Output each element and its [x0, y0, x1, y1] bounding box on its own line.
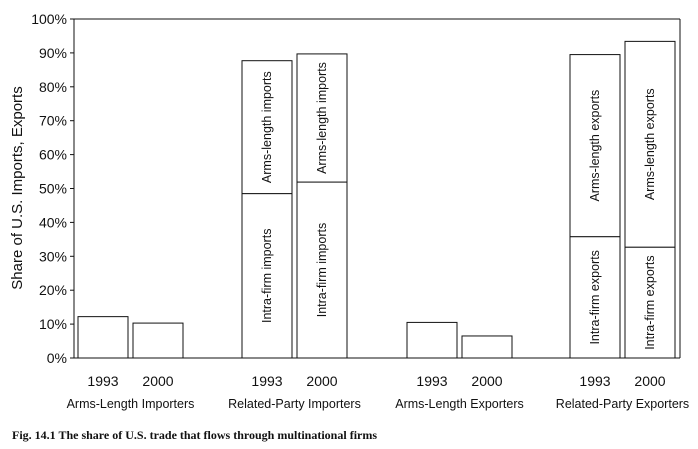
year-tick-label: 1993: [416, 373, 447, 389]
group-category-label: Arms-Length Exporters: [395, 397, 524, 411]
plot-area: 0% 10% 20% 30% 40% 50% 60% 70% 80% 90% 100% 1993 200…: [31, 11, 689, 411]
y-tick-label: 70%: [39, 113, 67, 129]
bar-segment: [296, 181, 348, 359]
bar-segment: [77, 316, 129, 359]
y-tick-label: 90%: [39, 45, 67, 61]
year-tick-label: 2000: [471, 373, 502, 389]
y-tick-label: 50%: [39, 181, 67, 197]
group-category-label: Related-Party Importers: [228, 397, 361, 411]
bar-segment: [569, 54, 621, 238]
y-tick-label: 0%: [47, 350, 67, 366]
year-tick-label: 1993: [579, 373, 610, 389]
y-tick-label: 10%: [39, 316, 67, 332]
group-category-label: Arms-Length Importers: [67, 397, 195, 411]
bar-segment-label: Intra-firm imports: [315, 223, 329, 317]
year-tick-label: 2000: [634, 373, 665, 389]
group-category-label: Related-Party Exporters: [556, 397, 689, 411]
y-tick-label: 60%: [39, 147, 67, 163]
bar-segment: [241, 193, 293, 359]
bar-segment-label: Arms-length imports: [260, 71, 274, 183]
bar-segment: [569, 236, 621, 359]
y-tick-label: 100%: [31, 11, 67, 27]
bar-segment: [241, 60, 293, 195]
bar-segment-label: Intra-firm exports: [588, 250, 602, 344]
bar-segment-label: Intra-firm exports: [643, 255, 657, 349]
y-tick-label: 30%: [39, 248, 67, 264]
stacked-bar-chart: Share of U.S. Imports, Exports 0% 10% 20% 3…: [9, 11, 689, 411]
year-tick-label: 2000: [142, 373, 173, 389]
bar-segment-label: Intra-firm imports: [260, 229, 274, 323]
bar-segment-label: Arms-length exports: [643, 88, 657, 200]
bar-segment: [406, 321, 458, 359]
y-tick-label: 20%: [39, 282, 67, 298]
y-axis-label: Share of U.S. Imports, Exports: [9, 86, 26, 289]
bar-segment: [624, 40, 676, 248]
year-tick-label: 1993: [87, 373, 118, 389]
year-tick-label: 2000: [306, 373, 337, 389]
bar-segment-label: Arms-length imports: [315, 62, 329, 174]
bar-segment: [296, 53, 348, 183]
y-tick-label: 80%: [39, 79, 67, 95]
bar-segment: [461, 335, 513, 359]
bar-segment: [132, 322, 184, 359]
year-tick-label: 1993: [251, 373, 282, 389]
figure-caption: Fig. 14.1 The share of U.S. trade that f…: [12, 428, 378, 442]
bar-segment-label: Arms-length exports: [588, 90, 602, 202]
y-tick-label: 40%: [39, 214, 67, 230]
